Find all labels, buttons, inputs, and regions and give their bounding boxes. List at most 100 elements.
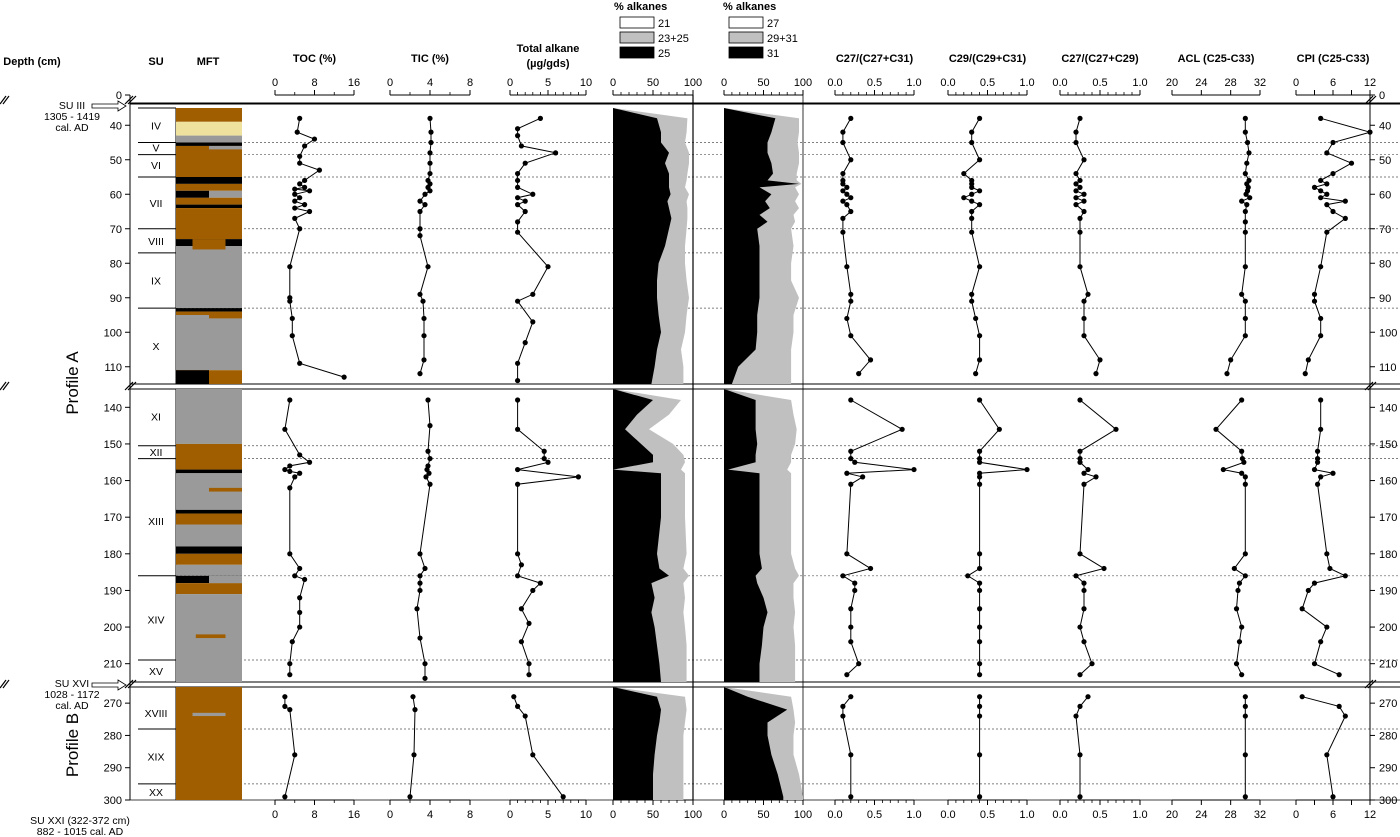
panel-data-point (1085, 291, 1091, 297)
axis-break-mark (1364, 95, 1374, 105)
area-panel-title: % alkanes (614, 1, 667, 13)
panel-data-point (1239, 397, 1245, 403)
panel-data-point (1224, 371, 1230, 377)
panel-data-point (840, 181, 846, 187)
panel-data-point (961, 170, 967, 177)
panel-x-tick-label: 0.0 (940, 809, 955, 821)
mft-layer (176, 246, 242, 309)
area-x-tick-label: 50 (757, 809, 769, 821)
panel-data-point (977, 713, 983, 719)
su-label: XII (150, 447, 163, 459)
depth-tick-label: 160 (1379, 476, 1397, 488)
axis-break-mark (127, 679, 137, 689)
panel-data-point (515, 426, 521, 432)
panel-data-point (545, 264, 551, 270)
panel-data-point (1324, 229, 1330, 235)
panel-x-tick-label: 0 (1293, 77, 1299, 89)
panel-data-point (560, 794, 566, 800)
panel-data-point (1336, 703, 1342, 709)
panel-data-point (977, 264, 983, 270)
panel-data-point (840, 573, 846, 579)
mft-layer (176, 513, 242, 525)
panel-data-point (297, 115, 303, 121)
panel-data-point (417, 551, 423, 557)
panel-profile-line (516, 400, 579, 675)
panel-data-point (1073, 573, 1079, 579)
panel-data-point (969, 291, 975, 297)
depth-tick-label: 160 (104, 476, 122, 488)
mft-inclusion (209, 575, 242, 584)
panel-data-point (1244, 160, 1250, 166)
panel-data-point (969, 198, 975, 204)
panel-data-point (1073, 713, 1079, 719)
panel-data-point (515, 219, 521, 225)
area-x-tick-label: 0 (610, 809, 616, 821)
panel-data-point (515, 184, 521, 190)
panel-data-point (410, 694, 416, 700)
depth-tick-label: 80 (1379, 258, 1391, 270)
panel-data-point (973, 371, 979, 377)
panel-data-point (423, 474, 429, 480)
panel-data-point (1081, 606, 1087, 612)
panel-x-tick-label: 0 (272, 77, 278, 89)
panel-data-point (426, 470, 432, 476)
panel-profile-line (841, 118, 872, 374)
panel-data-point (1239, 672, 1245, 678)
panel-x-tick-label: 16 (348, 77, 360, 89)
panel-data-point (1242, 474, 1248, 480)
panel-data-point (1311, 580, 1318, 586)
panel-data-point (848, 694, 854, 700)
panel-data-point (1242, 794, 1248, 800)
panel-data-point (1342, 713, 1348, 719)
legend-label: 31 (767, 48, 779, 60)
panel-data-point (1081, 157, 1087, 163)
panel-data-point (302, 202, 308, 208)
panel-data-point (977, 115, 983, 121)
panel-x-tick-label: 5 (545, 77, 551, 89)
panel-data-point (412, 707, 418, 713)
panel-data-point (1077, 448, 1083, 454)
panel-data-point (297, 624, 303, 630)
panel-data-point (1081, 639, 1087, 645)
panel-x-tick-label: 0.5 (980, 809, 995, 821)
panel-data-point (292, 573, 298, 579)
axis-break-mark (124, 679, 134, 689)
panel-data-point (287, 397, 293, 403)
panel-data-point (407, 794, 413, 800)
panel-data-point (515, 195, 521, 201)
panel-data-point (1077, 752, 1083, 758)
panel-data-point (1305, 357, 1311, 363)
su-label: VII (150, 198, 163, 210)
depth-tick-label: 140 (1379, 402, 1397, 414)
area-x-tick-label: 0 (721, 809, 727, 821)
panel-data-point (1342, 215, 1348, 221)
panel-data-point (297, 609, 303, 616)
panel-x-tick-label: 0.0 (1052, 809, 1067, 821)
panel-data-point (1233, 661, 1240, 667)
panel-data-point (1242, 551, 1248, 557)
panel-data-point (1077, 455, 1083, 462)
mft-layer (176, 108, 242, 122)
axis-break-mark (0, 679, 7, 689)
panel-x-tick-label: 1.0 (1019, 77, 1034, 89)
panel-data-point (840, 129, 846, 135)
mft-layer (176, 687, 242, 800)
panel-data-point (1324, 150, 1330, 156)
axis-break-mark (0, 381, 7, 391)
panel-data-point (1330, 139, 1336, 146)
panel-x-tick-label: 6 (1330, 77, 1336, 89)
mft-layer (176, 204, 242, 209)
panel-data-point (852, 587, 858, 594)
panel-profile-line (1301, 400, 1347, 676)
panel-data-point (414, 606, 420, 612)
panel-data-point (860, 474, 866, 480)
panel-data-point (1324, 624, 1330, 630)
panel-data-point (425, 264, 431, 270)
legend-label: 23+25 (658, 33, 689, 45)
depth-tick-label: 90 (110, 293, 122, 305)
depth-tick-label: 100 (104, 327, 122, 339)
depth-tick-label: 70 (1379, 224, 1391, 236)
panel-data-point (289, 333, 295, 339)
panel-data-point (541, 455, 547, 462)
